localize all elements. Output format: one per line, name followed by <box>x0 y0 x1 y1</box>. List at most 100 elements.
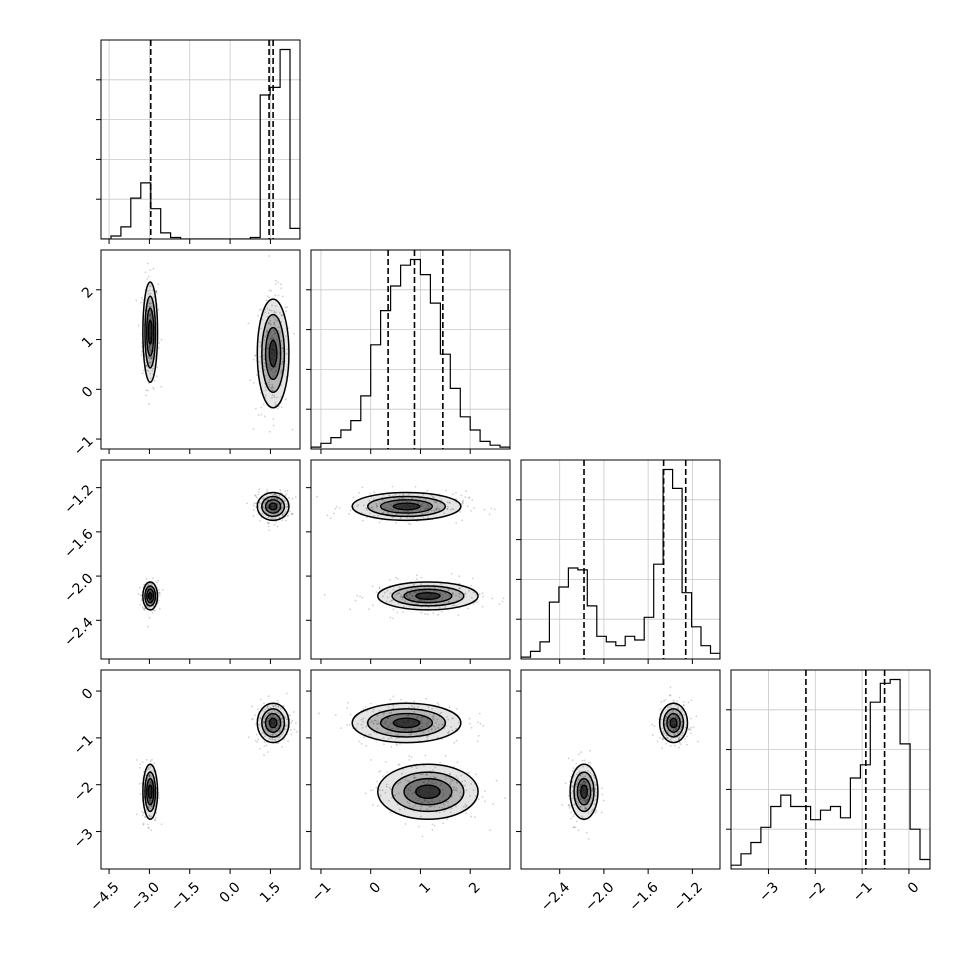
sample-point <box>268 430 271 433</box>
sample-point <box>674 734 677 737</box>
sample-point <box>155 290 158 292</box>
contour-line <box>146 307 155 357</box>
sample-point <box>674 714 677 717</box>
sample-point <box>452 508 455 511</box>
sample-point <box>290 512 293 515</box>
sample-point <box>595 788 597 791</box>
sample-point <box>451 729 454 732</box>
sample-point <box>267 366 270 369</box>
sample-point <box>567 794 570 797</box>
sample-point <box>408 802 411 805</box>
sample-point <box>579 774 582 777</box>
sample-point <box>252 504 255 507</box>
sample-point <box>275 711 277 714</box>
sample-point <box>282 346 284 349</box>
sample-point <box>294 496 297 499</box>
sample-point <box>416 501 419 504</box>
sample-point <box>141 350 143 353</box>
sample-point <box>681 720 683 723</box>
sample-point <box>274 513 276 516</box>
sample-point <box>272 732 275 735</box>
sample-point <box>404 779 407 781</box>
sample-point <box>678 746 680 749</box>
sample-point <box>363 504 365 507</box>
sample-point <box>439 712 442 715</box>
sample-point <box>272 517 275 520</box>
sample-point <box>277 329 280 332</box>
sample-point <box>145 389 148 391</box>
sample-point <box>478 712 481 715</box>
sample-point <box>151 368 154 370</box>
sample-point <box>151 355 154 358</box>
sample-point <box>583 799 586 802</box>
sample-point <box>278 351 280 354</box>
sample-point <box>149 774 152 777</box>
sample-point <box>158 607 161 610</box>
sample-point <box>386 596 389 599</box>
sample-point <box>695 715 698 718</box>
sample-point <box>592 808 594 811</box>
sample-point <box>286 503 288 506</box>
sample-point <box>150 358 153 361</box>
sample-point <box>488 513 491 516</box>
sample-point <box>149 303 152 305</box>
contour-line <box>392 717 421 729</box>
sample-point <box>664 716 667 719</box>
sample-point <box>462 501 464 503</box>
sample-point <box>292 711 295 713</box>
sample-point <box>579 806 582 808</box>
sample-point <box>413 700 416 703</box>
sample-point <box>435 721 437 724</box>
sample-point <box>152 364 155 367</box>
sample-point <box>579 784 582 787</box>
sample-point <box>150 357 153 360</box>
sample-point <box>147 382 150 385</box>
sample-point <box>408 597 410 600</box>
sample-point <box>690 717 692 720</box>
sample-point <box>405 728 408 731</box>
sample-point <box>369 721 372 724</box>
sample-point <box>433 586 436 589</box>
sample-point <box>153 819 156 822</box>
sample-point <box>277 705 280 708</box>
sample-point <box>417 825 420 828</box>
sample-point <box>587 798 589 801</box>
sample-point <box>470 783 472 785</box>
sample-point <box>279 491 282 494</box>
sample-point <box>404 728 406 731</box>
sample-point <box>139 763 142 765</box>
sample-point <box>139 793 142 796</box>
sample-point <box>455 708 458 710</box>
sample-point <box>406 516 409 519</box>
sample-point <box>272 510 275 512</box>
sample-point <box>149 285 152 288</box>
sample-point <box>372 722 375 725</box>
contour-line <box>147 592 153 600</box>
sample-point <box>432 775 435 778</box>
sample-point <box>266 330 269 333</box>
sample-point <box>395 736 398 739</box>
sample-point <box>427 730 430 732</box>
sample-point <box>585 799 588 802</box>
sample-point <box>269 706 271 709</box>
sample-point <box>258 309 261 311</box>
sample-point <box>427 735 430 737</box>
sample-point <box>579 798 582 800</box>
sample-point <box>436 718 439 721</box>
sample-point <box>421 590 424 592</box>
sample-point <box>470 815 473 818</box>
sample-point <box>451 507 454 510</box>
sample-point <box>385 761 387 763</box>
sample-point <box>268 322 271 324</box>
sample-point <box>427 517 430 519</box>
sample-point <box>458 575 461 578</box>
sample-point <box>280 507 283 509</box>
sample-point <box>280 370 283 373</box>
sample-point <box>576 780 578 783</box>
sample-point <box>398 734 400 736</box>
sample-point <box>384 791 387 794</box>
sample-point <box>468 496 471 499</box>
sample-point <box>411 792 414 795</box>
sample-point <box>259 341 261 344</box>
sample-point <box>471 596 473 599</box>
